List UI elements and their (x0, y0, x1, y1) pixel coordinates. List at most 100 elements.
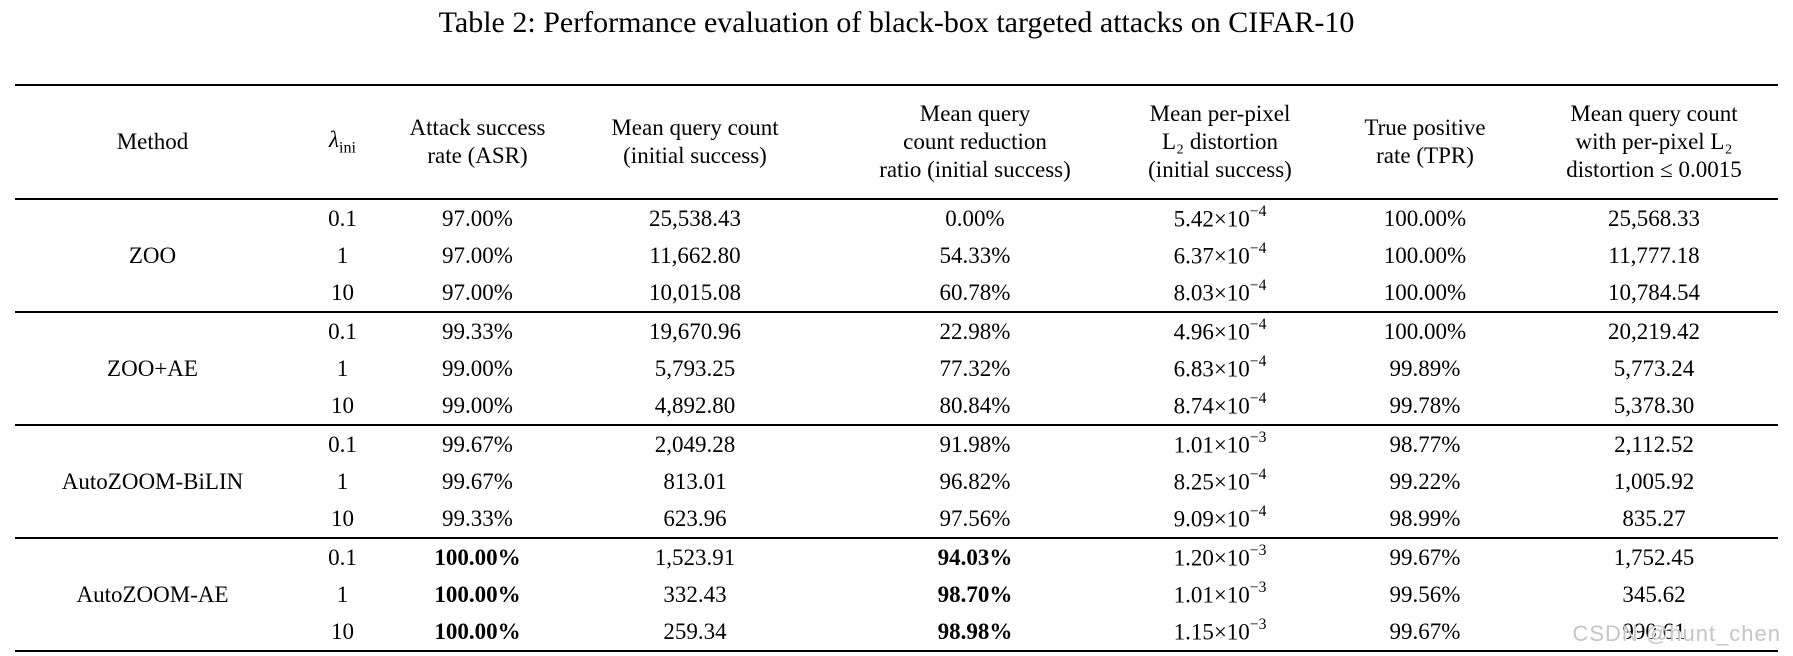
lambda-subscript: ini (338, 139, 356, 157)
mqct-cell: 5,378.30 (1613, 392, 1695, 418)
reduction-cell: 22.98% (939, 318, 1011, 344)
tpr-cell: 100.00% (1383, 205, 1467, 231)
reduction-cell: 54.33% (939, 242, 1011, 268)
mqct-cell: 1,752.45 (1613, 544, 1695, 570)
asr-cell: 99.33% (442, 505, 513, 531)
distortion-cell: 6.83×10−4 (1173, 353, 1267, 382)
reduction-cell: 94.03% (937, 544, 1013, 570)
method-cell: AutoZOOM-AE (76, 581, 229, 607)
mqct-cell: 345.62 (1622, 581, 1686, 607)
tpr-cell: 100.00% (1383, 242, 1467, 268)
table-row: 1 99.00% 5,793.25 77.32% 6.83×10−4 99.89… (15, 350, 1778, 387)
distortion-cell: 8.25×10−4 (1173, 466, 1267, 495)
group-zoo-ae: ZOO+AE 0.1 99.33% 19,670.96 22.98% 4.96×… (15, 312, 1778, 425)
lambda-cell: 1 (336, 355, 349, 381)
asr-cell: 99.00% (442, 392, 513, 418)
distortion-cell: 8.03×10−4 (1173, 277, 1267, 306)
asr-cell: 99.33% (442, 318, 513, 344)
tpr-cell: 99.78% (1389, 392, 1461, 418)
col-header-asr: Attack success rate (ASR) (409, 114, 546, 168)
lambda-symbol: λ (329, 126, 339, 152)
table-row: 10 99.33% 623.96 97.56% 9.09×10−4 98.99%… (15, 500, 1778, 538)
lambda-cell: 0.1 (328, 431, 357, 457)
tpr-cell: 99.67% (1389, 544, 1461, 570)
lambda-cell: 1 (336, 468, 349, 494)
lambda-cell: 10 (331, 279, 354, 305)
csdn-watermark: CSDN @hunt_chen (1572, 621, 1781, 646)
distortion-cell: 5.42×10−4 (1173, 203, 1267, 232)
mqct-cell: 10,784.54 (1608, 279, 1700, 305)
col-header-reduction-ratio: Mean query count reduction ratio (initia… (879, 100, 1071, 183)
mqc-cell: 25,538.43 (649, 205, 741, 231)
group-zoo: ZOO 0.1 97.00% 25,538.43 0.00% 5.42×10−4… (15, 199, 1778, 312)
table-row: ZOO 0.1 97.00% 25,538.43 0.00% 5.42×10−4… (15, 199, 1778, 267)
tpr-cell: 100.00% (1383, 279, 1467, 305)
reduction-cell: 98.98% (937, 618, 1013, 644)
col-header-mqc-threshold: Mean query count with per-pixel L₂ disto… (1566, 100, 1742, 183)
lambda-cell: 10 (331, 618, 354, 644)
col-header-method: Method (116, 128, 189, 154)
lambda-cell: 10 (331, 392, 354, 418)
mqc-cell: 332.43 (663, 581, 727, 607)
table-row: ZOO+AE 0.1 99.33% 19,670.96 22.98% 4.96×… (15, 312, 1778, 380)
mqc-cell: 5,793.25 (654, 355, 736, 381)
lambda-cell: 1 (336, 242, 349, 268)
reduction-cell: 80.84% (939, 392, 1011, 418)
page-title: Table 2: Performance evaluation of black… (438, 6, 1355, 39)
mqc-cell: 4,892.80 (654, 392, 736, 418)
asr-cell: 99.00% (442, 355, 513, 381)
mqct-cell: 835.27 (1622, 505, 1686, 531)
reduction-cell: 96.82% (939, 468, 1011, 494)
mqc-cell: 1,523.91 (654, 544, 736, 570)
col-header-lambda-ini: λini (290, 85, 395, 199)
asr-cell: 100.00% (434, 618, 521, 644)
tpr-cell: 98.99% (1389, 505, 1461, 531)
tpr-cell: 100.00% (1383, 318, 1467, 344)
table-row: 10 99.00% 4,892.80 80.84% 8.74×10−4 99.7… (15, 387, 1778, 425)
mqct-cell: 2,112.52 (1614, 431, 1694, 457)
asr-cell: 100.00% (434, 581, 521, 607)
table-row: 1 100.00% 332.43 98.70% 1.01×10−3 99.56%… (15, 576, 1778, 613)
reduction-cell: 98.70% (937, 581, 1013, 607)
reduction-cell: 0.00% (945, 205, 1005, 231)
group-autozoom-ae: AutoZOOM-AE 0.1 100.00% 1,523.91 94.03% … (15, 538, 1778, 651)
asr-cell: 99.67% (442, 468, 513, 494)
asr-cell: 99.67% (442, 431, 513, 457)
distortion-cell: 1.15×10−3 (1173, 616, 1267, 645)
mqct-cell: 11,777.18 (1608, 242, 1700, 268)
mqct-cell: 20,219.42 (1608, 318, 1700, 344)
distortion-cell: 1.20×10−3 (1173, 542, 1267, 571)
reduction-cell: 91.98% (939, 431, 1011, 457)
lambda-cell: 1 (336, 581, 349, 607)
group-autozoom-bilin: AutoZOOM-BiLIN 0.1 99.67% 2,049.28 91.98… (15, 425, 1778, 538)
reduction-cell: 97.56% (939, 505, 1011, 531)
reduction-cell: 60.78% (939, 279, 1011, 305)
col-header-l2-distortion: Mean per-pixel L₂ distortion (initial su… (1148, 100, 1292, 183)
method-cell: ZOO (128, 242, 177, 268)
distortion-cell: 8.74×10−4 (1173, 390, 1267, 419)
asr-cell: 97.00% (442, 279, 513, 305)
table-row: AutoZOOM-AE 0.1 100.00% 1,523.91 94.03% … (15, 538, 1778, 606)
mqc-cell: 11,662.80 (649, 242, 741, 268)
tpr-cell: 99.89% (1389, 355, 1461, 381)
asr-cell: 97.00% (442, 205, 513, 231)
distortion-cell: 1.01×10−3 (1173, 429, 1267, 458)
table-row: 1 99.67% 813.01 96.82% 8.25×10−4 99.22% … (15, 463, 1778, 500)
distortion-cell: 6.37×10−4 (1173, 240, 1267, 269)
tpr-cell: 98.77% (1389, 431, 1461, 457)
distortion-cell: 1.01×10−3 (1173, 579, 1267, 608)
col-header-mean-query-count: Mean query count (initial success) (611, 114, 779, 168)
tpr-cell: 99.67% (1389, 618, 1461, 644)
mqct-cell: 1,005.92 (1613, 468, 1695, 494)
mqc-cell: 2,049.28 (654, 431, 736, 457)
distortion-cell: 4.96×10−4 (1173, 316, 1267, 345)
mqc-cell: 19,670.96 (649, 318, 741, 344)
method-cell: AutoZOOM-BiLIN (61, 468, 244, 494)
results-table: Method λini Attack success rate (ASR) Me… (15, 84, 1778, 652)
distortion-cell: 9.09×10−4 (1173, 503, 1267, 532)
table-row: 10 100.00% 259.34 98.98% 1.15×10−3 99.67… (15, 613, 1778, 651)
mqc-cell: 10,015.08 (649, 279, 741, 305)
lambda-cell: 0.1 (328, 544, 357, 570)
lambda-cell: 10 (331, 505, 354, 531)
header-row: Method λini Attack success rate (ASR) Me… (15, 85, 1778, 199)
